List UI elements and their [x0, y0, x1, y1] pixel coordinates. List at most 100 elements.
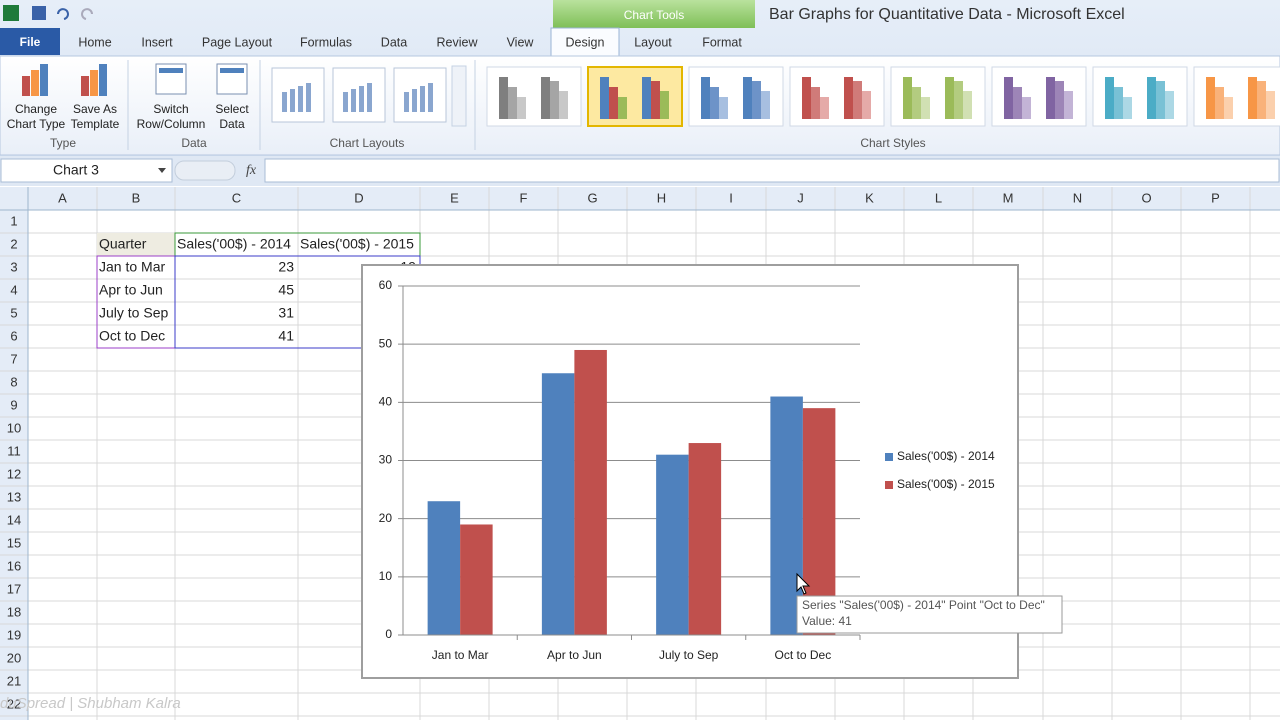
row-header: 2: [10, 236, 17, 251]
bar[interactable]: [541, 373, 575, 635]
button-label: Row/Column: [137, 117, 206, 131]
thumb-bar: [1105, 77, 1114, 119]
thumb-bar: [945, 77, 954, 119]
legend-label[interactable]: Sales('00$) - 2014: [897, 449, 995, 463]
icon-bar: [81, 76, 89, 96]
button-label: Save As: [73, 102, 117, 116]
ribbon-tab[interactable]: Insert: [141, 35, 173, 49]
formula-buttons: [174, 160, 236, 181]
name-box[interactable]: [0, 158, 173, 183]
column-header: K: [865, 190, 874, 205]
thumb-bar: [499, 77, 508, 119]
thumb-bar: [1266, 91, 1275, 119]
excel-icon: [3, 5, 19, 21]
row-header: 8: [10, 374, 17, 389]
watermark: duSpread | Shubham Kalra: [0, 695, 181, 712]
thumb-bar: [844, 77, 853, 119]
design-tab-bg[interactable]: [550, 27, 620, 58]
thumb-bar: [701, 77, 710, 119]
tooltip-line: Value: 41: [802, 614, 852, 628]
ribbon-tab[interactable]: File: [20, 35, 41, 49]
thumb-bar: [541, 77, 550, 119]
row-header: 7: [10, 351, 17, 366]
thumb-bar: [517, 97, 526, 119]
thumb-bar: [820, 97, 829, 119]
cell: Jan to Mar: [99, 259, 165, 275]
thumb-bar: [752, 81, 761, 119]
legend-label[interactable]: Sales('00$) - 2015: [897, 477, 995, 491]
column-header: O: [1141, 190, 1151, 205]
y-tick-label: 0: [385, 627, 392, 641]
thumb-bar: [802, 77, 811, 119]
button-label: Switch: [153, 102, 188, 116]
ribbon-tab[interactable]: Formulas: [300, 35, 352, 49]
thumb-bar: [298, 86, 303, 112]
button-label: Data: [219, 117, 245, 131]
file-tab-bg[interactable]: [0, 28, 60, 55]
bar[interactable]: [770, 396, 803, 635]
bar[interactable]: [427, 501, 461, 635]
thumb-bar: [719, 97, 728, 119]
cell: Oct to Dec: [99, 328, 165, 344]
row-header: 22: [7, 696, 21, 711]
thumb-bar: [903, 77, 912, 119]
icon-fill: [220, 68, 244, 73]
cell: Sales('00$) - 2014: [177, 236, 291, 252]
ribbon-tab[interactable]: Layout: [634, 35, 672, 49]
save-icon[interactable]: [32, 6, 46, 20]
cell: July to Sep: [99, 305, 168, 321]
ribbon-tab[interactable]: Data: [381, 35, 407, 49]
thumb-bar: [1248, 77, 1257, 119]
row-header: 20: [7, 650, 21, 665]
thumb-bar: [1224, 97, 1233, 119]
gallery-scroll[interactable]: [451, 65, 467, 127]
thumb-bar: [1257, 81, 1266, 119]
thumb-bar: [1013, 87, 1022, 119]
row-header: 19: [7, 627, 21, 642]
column-header: H: [657, 190, 666, 205]
tooltip-line: Series "Sales('00$) - 2014" Point "Oct t…: [802, 598, 1045, 612]
bar[interactable]: [460, 524, 493, 635]
thumb-bar: [954, 81, 963, 119]
thumb-bar: [1114, 87, 1123, 119]
column-header: F: [520, 190, 528, 205]
bar[interactable]: [656, 454, 689, 635]
group-label: Data: [181, 136, 207, 150]
thumb-bar: [306, 83, 311, 112]
thumb-bar: [912, 87, 921, 119]
column-header: C: [232, 190, 241, 205]
ribbon-tab[interactable]: View: [507, 35, 535, 49]
name-box-arrow[interactable]: [158, 168, 166, 173]
thumb-bar: [290, 89, 295, 112]
formula-input[interactable]: [264, 158, 1280, 183]
undo-icon[interactable]: [57, 8, 69, 20]
ribbon-tab[interactable]: Page Layout: [202, 35, 273, 49]
thumb-bar: [710, 87, 719, 119]
x-tick-label: Jan to Mar: [432, 648, 489, 662]
thumb-bar: [1064, 91, 1073, 119]
thumb-bar: [550, 81, 559, 119]
x-tick-label: July to Sep: [659, 648, 719, 662]
row-header: 18: [7, 604, 21, 619]
thumb-bar: [359, 86, 364, 112]
bar[interactable]: [688, 443, 722, 635]
thumb-bar: [1046, 77, 1055, 119]
thumb-bar: [559, 91, 568, 119]
bar[interactable]: [574, 349, 607, 635]
ribbon-tab[interactable]: Home: [78, 35, 111, 49]
ribbon-tab[interactable]: Design: [566, 35, 605, 49]
group-label: Type: [50, 136, 76, 150]
thumb-bar: [618, 97, 627, 119]
redo-icon[interactable]: [81, 8, 93, 20]
ribbon-tab[interactable]: Review: [437, 35, 479, 49]
row-header: 10: [7, 420, 21, 435]
ribbon-tab[interactable]: Format: [702, 35, 742, 49]
row-header: 15: [7, 535, 21, 550]
fx-button[interactable]: fx: [246, 163, 257, 178]
group-label: Chart Layouts: [330, 136, 405, 150]
